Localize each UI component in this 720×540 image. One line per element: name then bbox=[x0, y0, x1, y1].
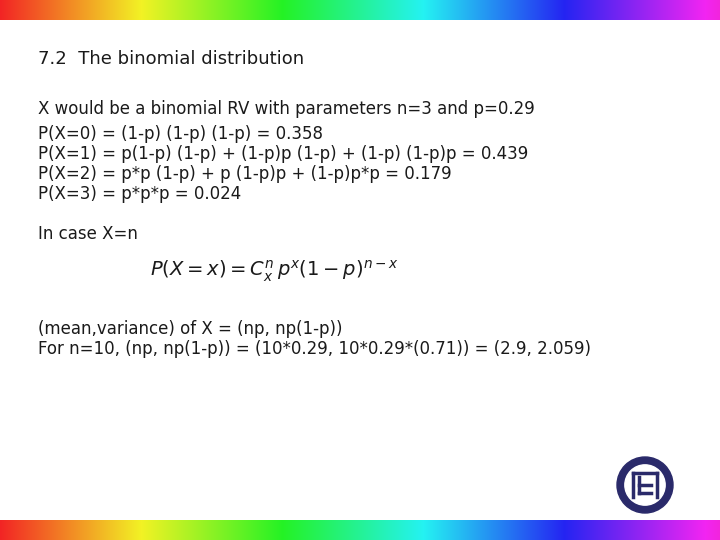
Text: P(X=1) = p(1-p) (1-p) + (1-p)p (1-p) + (1-p) (1-p)p = 0.439: P(X=1) = p(1-p) (1-p) + (1-p)p (1-p) + (… bbox=[38, 145, 528, 163]
Circle shape bbox=[625, 465, 665, 505]
Text: (mean,variance) of X = (np, np(1-p)): (mean,variance) of X = (np, np(1-p)) bbox=[38, 320, 343, 338]
Text: P(X=2) = p*p (1-p) + p (1-p)p + (1-p)p*p = 0.179: P(X=2) = p*p (1-p) + p (1-p)p + (1-p)p*p… bbox=[38, 165, 451, 183]
Circle shape bbox=[617, 457, 673, 513]
Text: X would be a binomial RV with parameters n=3 and p=0.29: X would be a binomial RV with parameters… bbox=[38, 100, 535, 118]
Text: For n=10, (np, np(1-p)) = (10*0.29, 10*0.29*(0.71)) = (2.9, 2.059): For n=10, (np, np(1-p)) = (10*0.29, 10*0… bbox=[38, 340, 591, 358]
Text: $P(X = x) = C_x^n\, p^x (1-p)^{n-x}$: $P(X = x) = C_x^n\, p^x (1-p)^{n-x}$ bbox=[150, 258, 399, 284]
Text: P(X=3) = p*p*p = 0.024: P(X=3) = p*p*p = 0.024 bbox=[38, 185, 241, 203]
Text: In case X=n: In case X=n bbox=[38, 225, 138, 243]
Text: P(X=0) = (1-p) (1-p) (1-p) = 0.358: P(X=0) = (1-p) (1-p) (1-p) = 0.358 bbox=[38, 125, 323, 143]
Text: 7.2  The binomial distribution: 7.2 The binomial distribution bbox=[38, 50, 304, 68]
